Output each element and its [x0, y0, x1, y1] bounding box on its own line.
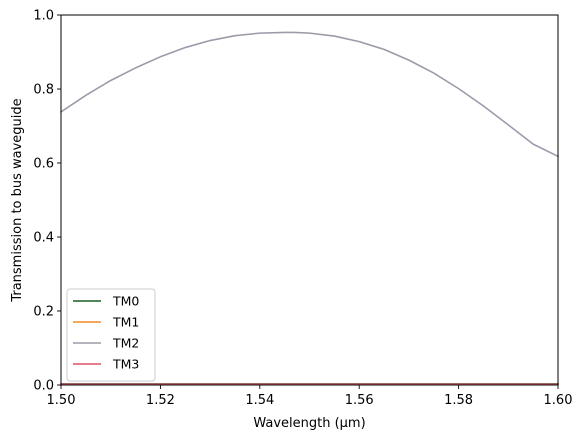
x-tick-label: 1.60 — [544, 393, 573, 408]
y-tick-label: 1.0 — [33, 9, 54, 24]
x-tick-label: 1.54 — [245, 393, 274, 408]
x-tick-label: 1.58 — [444, 393, 473, 408]
x-axis-label: Wavelength (μm) — [253, 416, 365, 431]
y-axis-label: Transmission to bus waveguide — [10, 98, 25, 302]
y-tick-label: 0.0 — [33, 379, 54, 394]
legend: TM0 TM1 TM2 TM3 — [66, 288, 156, 382]
legend-label-tm0: TM0 — [112, 294, 139, 309]
x-tick-label: 1.52 — [146, 393, 175, 408]
legend-label-tm3: TM3 — [112, 357, 139, 372]
legend-label-tm2: TM2 — [112, 336, 139, 351]
series-line-tm2 — [59, 31, 560, 158]
y-tick-label: 0.4 — [33, 231, 54, 246]
x-axis: 1.50 1.52 1.54 1.56 1.58 1.60 — [47, 385, 573, 408]
series-layer — [59, 31, 560, 386]
x-tick-label: 1.56 — [345, 393, 374, 408]
legend-label-tm1: TM1 — [112, 315, 139, 330]
legend-box — [66, 288, 156, 382]
y-axis: 0.0 0.2 0.4 0.6 0.8 1.0 — [33, 9, 61, 394]
x-tick-label: 1.50 — [47, 393, 76, 408]
y-tick-label: 0.2 — [33, 305, 54, 320]
y-tick-label: 0.6 — [33, 157, 54, 172]
y-tick-label: 0.8 — [33, 83, 54, 98]
plot-frame — [60, 14, 559, 386]
